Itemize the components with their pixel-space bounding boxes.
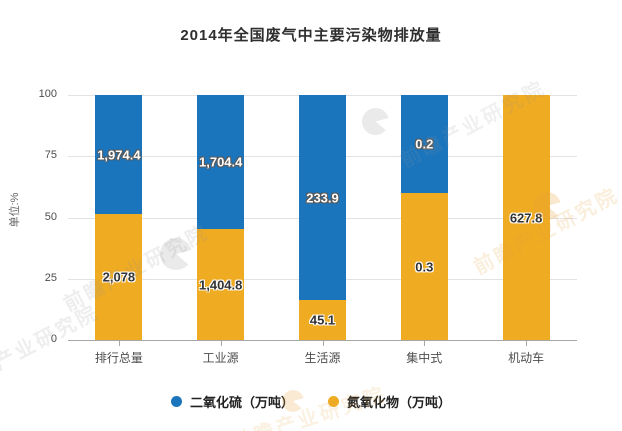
- x-tick: [118, 341, 120, 346]
- x-category-label: 机动车: [508, 351, 545, 365]
- value-label: 2,078: [102, 269, 136, 285]
- y-tick-label: 0: [50, 333, 57, 345]
- bar-segment-so2[interactable]: 1,704.4: [197, 95, 245, 230]
- x-category-label: 排行总量: [94, 351, 143, 365]
- value-label: 45.1: [309, 312, 336, 328]
- stacked-bar: 627.8: [502, 95, 550, 340]
- value-label: 1,404.8: [199, 277, 243, 293]
- legend-item-nox[interactable]: 氮氧化物（万吨）: [328, 392, 451, 411]
- x-tick: [424, 341, 426, 346]
- value-label: 233.9: [306, 190, 339, 206]
- y-tick-label: 25: [44, 271, 57, 284]
- stacked-bar: 233.9 45.1: [299, 95, 346, 340]
- chart-title: 2014年全国废气中主要污染物排放量: [180, 27, 442, 44]
- bar-segment-so2[interactable]: 1,974.4: [95, 95, 143, 215]
- legend-label: 氮氧化物（万吨）: [347, 395, 452, 410]
- bar-segment-nox[interactable]: 627.8: [502, 95, 550, 340]
- watermark-text: 前瞻产业研究院: [0, 301, 103, 397]
- bar-segment-nox[interactable]: 1,404.8: [197, 229, 245, 340]
- x-axis-line: [68, 340, 577, 341]
- watermark-logo-icon: [362, 108, 389, 135]
- stacked-bar: 1,704.4 1,404.8: [197, 95, 245, 340]
- value-label: 0.3: [415, 259, 434, 274]
- value-label: 627.8: [509, 210, 543, 225]
- x-tick: [322, 341, 324, 346]
- legend-dot-icon: [328, 396, 339, 407]
- value-label: 1,704.4: [199, 154, 243, 170]
- x-category-label: 工业源: [202, 351, 239, 365]
- x-category-label: 集中式: [406, 351, 443, 365]
- stacked-bar: 1,974.4 2,078: [95, 95, 143, 340]
- legend-label: 二氧化硫（万吨）: [189, 395, 294, 410]
- watermark-logo-icon: [160, 238, 192, 270]
- y-tick-label: 100: [38, 88, 57, 100]
- legend: 二氧化硫（万吨） 氮氧化物（万吨）: [0, 392, 622, 411]
- bar-segment-nox[interactable]: 0.3: [400, 193, 448, 340]
- bar-segment-so2[interactable]: 233.9: [299, 95, 346, 301]
- y-tick-label: 50: [44, 210, 57, 223]
- legend-item-so2[interactable]: 二氧化硫（万吨）: [170, 392, 294, 411]
- y-tick-label: 75: [44, 149, 57, 162]
- x-tick: [220, 341, 222, 346]
- value-label: 1,974.4: [97, 147, 141, 163]
- legend-dot-icon: [170, 396, 182, 407]
- x-tick: [526, 341, 528, 346]
- bar-segment-so2[interactable]: 0.2: [400, 95, 448, 193]
- bar-segment-nox[interactable]: 45.1: [299, 300, 346, 340]
- bar-segment-nox[interactable]: 2,078: [95, 214, 143, 340]
- stacked-bar: 0.2 0.3: [400, 95, 448, 340]
- x-category-label: 生活源: [304, 351, 341, 365]
- value-label: 0.2: [415, 136, 434, 152]
